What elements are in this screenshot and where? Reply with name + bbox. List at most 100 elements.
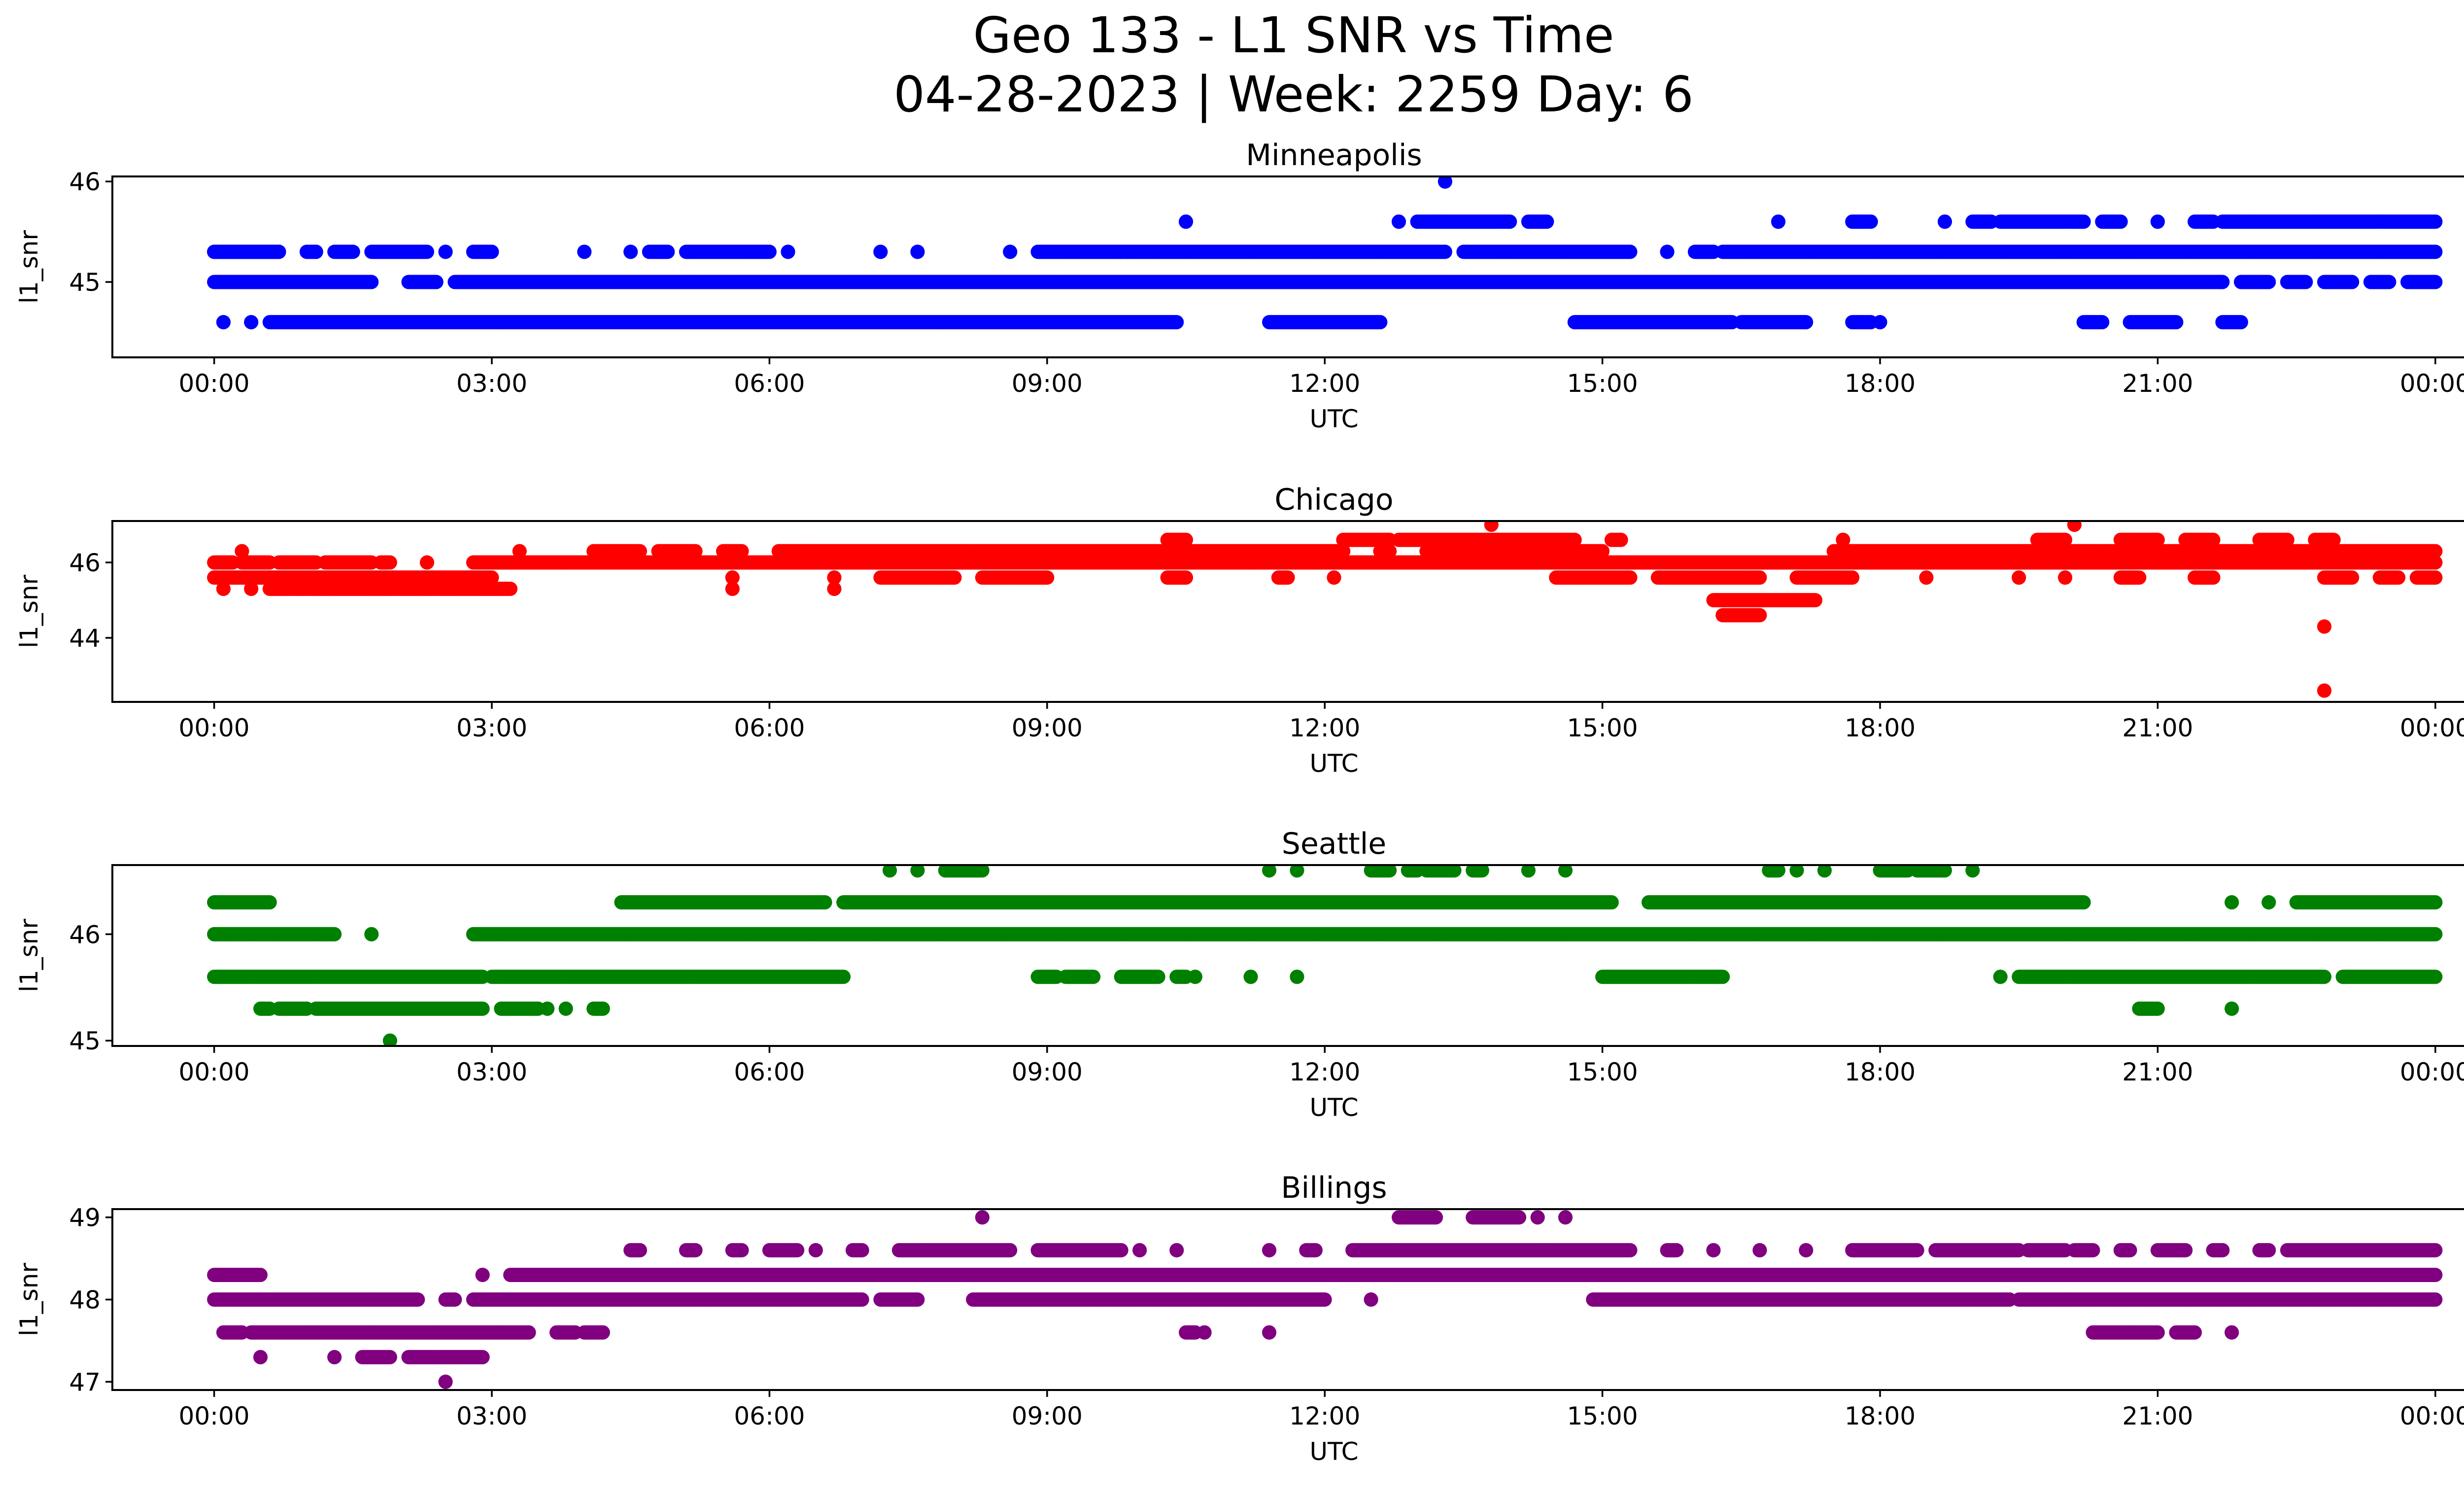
data-point (2428, 214, 2443, 229)
data-run (2095, 214, 2128, 229)
data-run (975, 570, 1055, 585)
data-run (1715, 244, 2443, 259)
data-run (642, 244, 675, 259)
data-point (308, 244, 323, 259)
data-run (1734, 315, 1814, 330)
data-point (216, 315, 231, 330)
data-point (2169, 315, 2184, 330)
figure-title-line1: Geo 133 - L1 SNR vs Time (973, 6, 1614, 64)
data-point (1863, 214, 1878, 229)
data-run (207, 275, 379, 289)
data-run (873, 570, 962, 585)
series-markers (207, 176, 2443, 330)
data-run (1114, 244, 1129, 259)
data-point (429, 275, 444, 289)
data-run (1456, 244, 1638, 259)
data-run (2363, 275, 2396, 289)
data-point (577, 244, 592, 259)
data-point (2113, 214, 2128, 229)
data-run (1993, 214, 2091, 229)
data-point (438, 244, 453, 259)
x-tick-label: 06:00 (734, 369, 805, 398)
data-run (327, 244, 360, 259)
data-point (420, 244, 434, 259)
x-tick-label: 21:00 (2122, 369, 2193, 398)
x-tick-label: 12:00 (1289, 369, 1360, 398)
panel-title: Minneapolis (1246, 138, 1422, 173)
data-point (2261, 275, 2276, 289)
data-point (2345, 275, 2360, 289)
data-run (2280, 275, 2313, 289)
figure-title-line2: 04-28-2023 | Week: 2259 Day: 6 (893, 66, 1693, 123)
data-point (1623, 244, 1638, 259)
data-point (1179, 214, 1193, 229)
data-run (2150, 214, 2165, 229)
data-point (1938, 214, 1952, 229)
data-run (623, 244, 638, 259)
x-tick-label: 18:00 (1845, 369, 1916, 398)
data-run (207, 244, 286, 259)
data-run (1521, 214, 1554, 229)
data-point (2382, 275, 2396, 289)
data-point (660, 244, 675, 259)
data-point (345, 244, 360, 259)
data-run (1567, 315, 1740, 330)
x-tick-label: 09:00 (1012, 369, 1083, 398)
data-run (2234, 275, 2276, 289)
data-point (1280, 570, 1295, 585)
data-run (244, 315, 259, 330)
data-point (1179, 570, 1193, 585)
data-run (1160, 570, 1193, 585)
data-point (2428, 275, 2443, 289)
data-run (2122, 315, 2184, 330)
data-run (1687, 244, 1721, 259)
data-run (1327, 570, 1341, 585)
data-point (2298, 275, 2313, 289)
data-point (947, 570, 962, 585)
data-point (1373, 315, 1388, 330)
panel-minneapolis: Minneapolis 00:00 03:00 06:00 09:00 12:00 15:0… (15, 138, 2464, 433)
data-run (1771, 214, 1785, 229)
data-point (1003, 244, 1018, 259)
data-run (577, 244, 592, 259)
data-point (2428, 244, 2443, 259)
x-tick-label: 03:00 (456, 369, 527, 398)
data-run (1003, 244, 1018, 259)
y-axis-label: l1_snr (15, 230, 43, 304)
data-point (1623, 570, 1638, 585)
data-run (1392, 214, 1406, 229)
panels: Minneapolis 00:00 03:00 06:00 09:00 12:00 15:0… (15, 138, 2464, 1466)
data-point (1503, 214, 1517, 229)
data-point (1771, 214, 1785, 229)
data-run (1845, 315, 1878, 330)
data-point (1327, 570, 1341, 585)
data-point (244, 315, 259, 330)
data-run (1151, 244, 1452, 259)
data-run (1262, 315, 1388, 330)
data-point (781, 244, 795, 259)
data-run (873, 244, 888, 259)
data-point (2215, 275, 2230, 289)
x-tick-label: 15:00 (1567, 369, 1638, 398)
data-run (1179, 214, 1193, 229)
data-run (364, 244, 434, 259)
data-run (1845, 214, 1878, 229)
data-run (1873, 315, 1887, 330)
data-run (2215, 315, 2248, 330)
x-tick-label: 00:00 (2400, 369, 2464, 398)
data-run (1410, 214, 1517, 229)
data-point (2095, 315, 2110, 330)
y-tick-label: 46 (69, 168, 101, 196)
data-run (466, 244, 499, 259)
data-run (2215, 214, 2443, 229)
data-point (484, 244, 499, 259)
data-point (364, 275, 379, 289)
data-run (1938, 214, 1952, 229)
data-point (1437, 244, 1452, 259)
data-run (1549, 570, 1638, 585)
data-point (272, 244, 286, 259)
data-point (1799, 315, 1814, 330)
data-point (1660, 244, 1675, 259)
data-run (679, 244, 777, 259)
data-run (401, 275, 444, 289)
